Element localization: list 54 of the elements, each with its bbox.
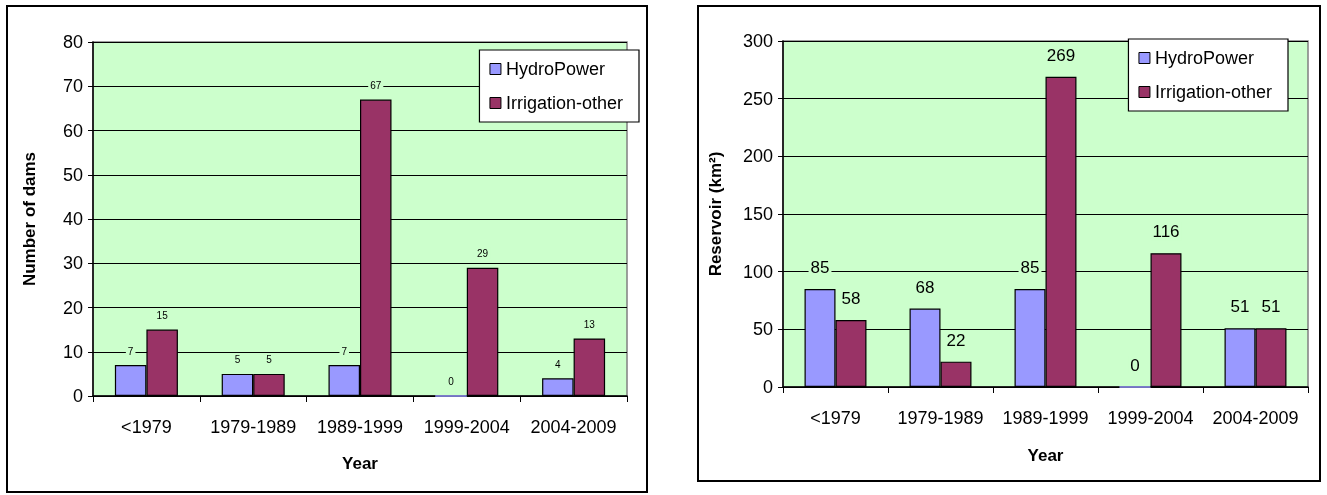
y-tick-label: 30 bbox=[62, 253, 83, 274]
data-label: 5 bbox=[266, 354, 273, 366]
y-tick-label: 150 bbox=[742, 204, 773, 224]
x-tick-label: 2004-2009 bbox=[530, 417, 617, 437]
data-label: 4 bbox=[555, 358, 562, 370]
y-tick-label: 100 bbox=[742, 261, 773, 282]
data-label: 51 bbox=[1230, 297, 1250, 317]
y-tick-label: 50 bbox=[62, 164, 83, 185]
data-label: 5 bbox=[234, 354, 241, 366]
x-tick-label: 1989-1999 bbox=[1002, 408, 1089, 428]
data-label: 0 bbox=[448, 376, 455, 387]
legend-label: HydroPower bbox=[1154, 48, 1254, 68]
y-tick-label: 50 bbox=[752, 319, 773, 340]
y-tick-label: 70 bbox=[62, 76, 83, 97]
y-tick-label: 40 bbox=[62, 209, 83, 229]
x-tick-label: 1979-1989 bbox=[210, 417, 297, 437]
y-axis-title: Number of dams bbox=[20, 151, 39, 287]
data-label: 85 bbox=[810, 257, 830, 277]
y-tick-label: 0 bbox=[72, 386, 83, 406]
x-tick-label: <1979 bbox=[121, 417, 172, 437]
y-axis-title: Reservoir (km²) bbox=[706, 151, 725, 277]
x-axis-title: Year bbox=[342, 454, 379, 473]
x-tick-label: 1999-2004 bbox=[1107, 408, 1194, 428]
data-label: 13 bbox=[583, 318, 596, 330]
y-tick-label: 20 bbox=[62, 297, 83, 318]
y-tick-label: 200 bbox=[742, 146, 773, 167]
x-tick-label: 1989-1999 bbox=[316, 417, 404, 437]
data-label: 22 bbox=[946, 330, 966, 350]
x-axis-title: Year bbox=[1027, 446, 1064, 465]
data-label: 51 bbox=[1261, 297, 1281, 317]
y-tick-label: 10 bbox=[62, 341, 83, 362]
data-label: 7 bbox=[127, 345, 134, 357]
data-label: 116 bbox=[1152, 222, 1180, 242]
legend-label: Irrigation-other bbox=[1154, 82, 1273, 102]
y-tick-label: 250 bbox=[742, 88, 773, 109]
legend-label: Irrigation-other bbox=[505, 93, 624, 113]
y-tick-label: 80 bbox=[62, 32, 83, 52]
x-tick-label: 1979-1989 bbox=[897, 408, 984, 428]
y-tick-label: 60 bbox=[62, 120, 83, 141]
data-label: 0 bbox=[1130, 355, 1140, 375]
data-label: 269 bbox=[1046, 45, 1076, 65]
data-label: 7 bbox=[341, 345, 348, 357]
data-label: 85 bbox=[1020, 257, 1040, 277]
y-tick-label: 0 bbox=[762, 377, 773, 397]
data-label: 15 bbox=[156, 310, 169, 322]
x-tick-label: <1979 bbox=[810, 408, 861, 428]
data-label: 58 bbox=[841, 289, 861, 309]
x-tick-label: 1999-2004 bbox=[423, 417, 510, 437]
data-label: 67 bbox=[370, 80, 382, 92]
x-tick-label: 2004-2009 bbox=[1212, 408, 1299, 428]
y-tick-label: 300 bbox=[742, 31, 773, 51]
legend-label: HydroPower bbox=[505, 59, 605, 79]
data-label: 29 bbox=[476, 248, 489, 260]
data-label: 68 bbox=[915, 277, 935, 297]
